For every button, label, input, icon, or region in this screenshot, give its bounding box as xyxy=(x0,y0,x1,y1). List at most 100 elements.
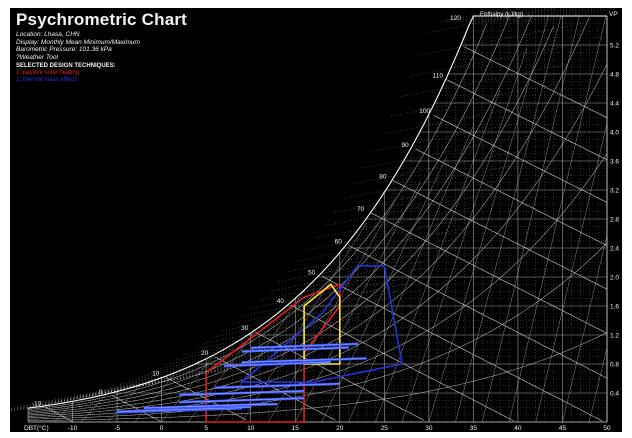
enthalpy-line xyxy=(214,356,336,421)
info-line-display: Display: Monthly Mean Minimum/Maximum xyxy=(16,38,140,46)
info-line-source: ?Weather Tool xyxy=(16,53,58,61)
chart-title: Psychrometric Chart xyxy=(16,10,188,29)
rh-curve xyxy=(27,23,487,410)
enthalpy-line xyxy=(348,245,607,402)
enthalpy-line xyxy=(393,180,607,313)
enthalpy-line xyxy=(446,79,607,183)
texture-dotted-line xyxy=(241,283,407,317)
texture-dotted-line xyxy=(232,291,397,324)
technique-thermal-mass: 2. thermal mass effects xyxy=(16,77,78,83)
wetbulb-line xyxy=(401,47,528,422)
texture-dotted-line xyxy=(372,119,538,152)
wetbulb-line xyxy=(348,125,474,422)
rh-curve xyxy=(27,242,608,420)
enthalpy-tick-label: 90 xyxy=(401,142,409,149)
dbt-tick-label: 0 xyxy=(160,425,164,432)
texture-dotted-line xyxy=(110,355,276,388)
monthly-line-highlight xyxy=(179,390,305,396)
axis-labels: 0.4 0.8 1.2 1.6 2.0 2.4 2.8 3.2 3.6 4.0 4.4 4.8 5.2 -… xyxy=(24,11,619,432)
vp-tick-label: 0.4 xyxy=(610,391,619,398)
monthly-line-highlight xyxy=(241,358,367,363)
dbt-tick-label: 50 xyxy=(603,425,611,432)
chart-background xyxy=(10,8,622,432)
vp-tick-label: 3.2 xyxy=(610,188,619,195)
info-line-location: Location: Lhasa, CHN xyxy=(16,31,80,38)
enthalpy-line xyxy=(415,148,607,269)
texture-dotted-line xyxy=(54,370,220,404)
texture-dotted-line xyxy=(185,322,351,355)
texture-dotted-line xyxy=(288,239,453,272)
dbt-tick-label: 40 xyxy=(514,425,522,432)
vp-axis-label: VP xyxy=(609,11,618,18)
wetbulb-line xyxy=(428,16,554,422)
texture-dotted-line xyxy=(362,135,528,169)
texture-dotted-line xyxy=(157,336,323,370)
wetbulb-line xyxy=(375,89,501,422)
vp-tick-label: 4.8 xyxy=(610,72,619,79)
texture-dotted-line xyxy=(334,180,500,213)
zone-passive-solar-heating xyxy=(205,283,341,423)
dbt-tick-label: -5 xyxy=(114,425,120,432)
texture-dotted-line xyxy=(129,348,294,382)
monthly-line-highlight xyxy=(223,361,331,367)
technique-passive-solar: 1. passive solar heating xyxy=(16,70,80,76)
wetbulb-line xyxy=(562,16,607,422)
enthalpy-line xyxy=(370,212,607,357)
monthly-line-highlight xyxy=(241,347,349,352)
texture-dotted-line xyxy=(10,382,145,410)
zone-thermal-mass-effects xyxy=(239,265,404,383)
texture-dotted-line xyxy=(166,332,332,365)
texture-dotted-line xyxy=(10,384,135,409)
vp-tick-label: 1.2 xyxy=(610,333,619,340)
rh-curve xyxy=(27,17,590,416)
texture-dotted-line xyxy=(73,366,238,399)
dbt-tick-label: 30 xyxy=(425,425,433,432)
vp-tick-label: 3.6 xyxy=(610,159,619,166)
texture-dotted-line xyxy=(222,298,388,331)
monthly-line-highlight xyxy=(179,397,305,403)
vp-tick-label: 1.6 xyxy=(610,304,619,311)
vp-tick-label: 5.2 xyxy=(610,43,619,50)
texture-dotted-line xyxy=(409,44,575,77)
texture-dotted-line xyxy=(428,8,557,33)
enthalpy-tick-label: 20 xyxy=(201,350,209,357)
enthalpy-tick-label: 70 xyxy=(357,206,365,213)
rh-curve xyxy=(27,16,532,413)
texture-dotted-line xyxy=(147,341,313,374)
enthalpy-line xyxy=(433,114,607,226)
vp-tick-label: 4.0 xyxy=(610,130,619,137)
enthalpy-tick-label: 100 xyxy=(419,108,430,115)
info-line-pressure: Barometric Pressure: 101.36 kPa xyxy=(16,46,112,53)
monthly-line-highlight xyxy=(117,407,242,412)
texture-dotted-line xyxy=(353,151,519,184)
dbt-tick-label: 5 xyxy=(204,425,208,432)
enthalpy-line xyxy=(464,46,607,141)
dbt-tick-label: 35 xyxy=(470,425,478,432)
psychrometric-chart: 0.4 0.8 1.2 1.6 2.0 2.4 2.8 3.2 3.6 4.0 4.4 4.8 5.2 -… xyxy=(10,8,622,432)
design-zones xyxy=(205,265,404,423)
texture-dotted-line xyxy=(297,228,463,262)
texture-dotted-line xyxy=(82,363,248,397)
vp-tick-label: 2.0 xyxy=(610,275,619,282)
monthly-line-highlight xyxy=(143,403,269,409)
vp-tick-label: 2.8 xyxy=(610,217,619,224)
enthalpy-tick-label: 50 xyxy=(308,269,316,276)
texture-dotted-line xyxy=(325,193,491,226)
rh-curve xyxy=(27,16,510,412)
enthalpy-tick-label: 80 xyxy=(379,174,387,181)
techniques-heading: SELECTED DESIGN TECHNIQUES: xyxy=(16,63,116,69)
enthalpy-tick-label: 0 xyxy=(99,389,103,396)
texture-dotted-line xyxy=(316,205,482,239)
vp-tick-label: 0.8 xyxy=(610,362,619,369)
texture-dotted-line xyxy=(213,304,379,338)
texture-dotted-line xyxy=(10,379,173,412)
enthalpy-tick-label: -10 xyxy=(32,400,42,407)
enthalpy-tick-label: 40 xyxy=(277,298,285,305)
dbt-tick-label: 25 xyxy=(381,425,389,432)
enthalpy-tick-label: 10 xyxy=(152,370,160,377)
dbt-tick-label: 45 xyxy=(559,425,567,432)
enthalpy-axis-label: Enthalpy (kJ/kg) xyxy=(480,12,523,18)
texture-dotted-line xyxy=(419,22,584,56)
enthalpy-tick-label: 120 xyxy=(450,15,461,22)
monthly-line-highlight xyxy=(250,343,358,349)
